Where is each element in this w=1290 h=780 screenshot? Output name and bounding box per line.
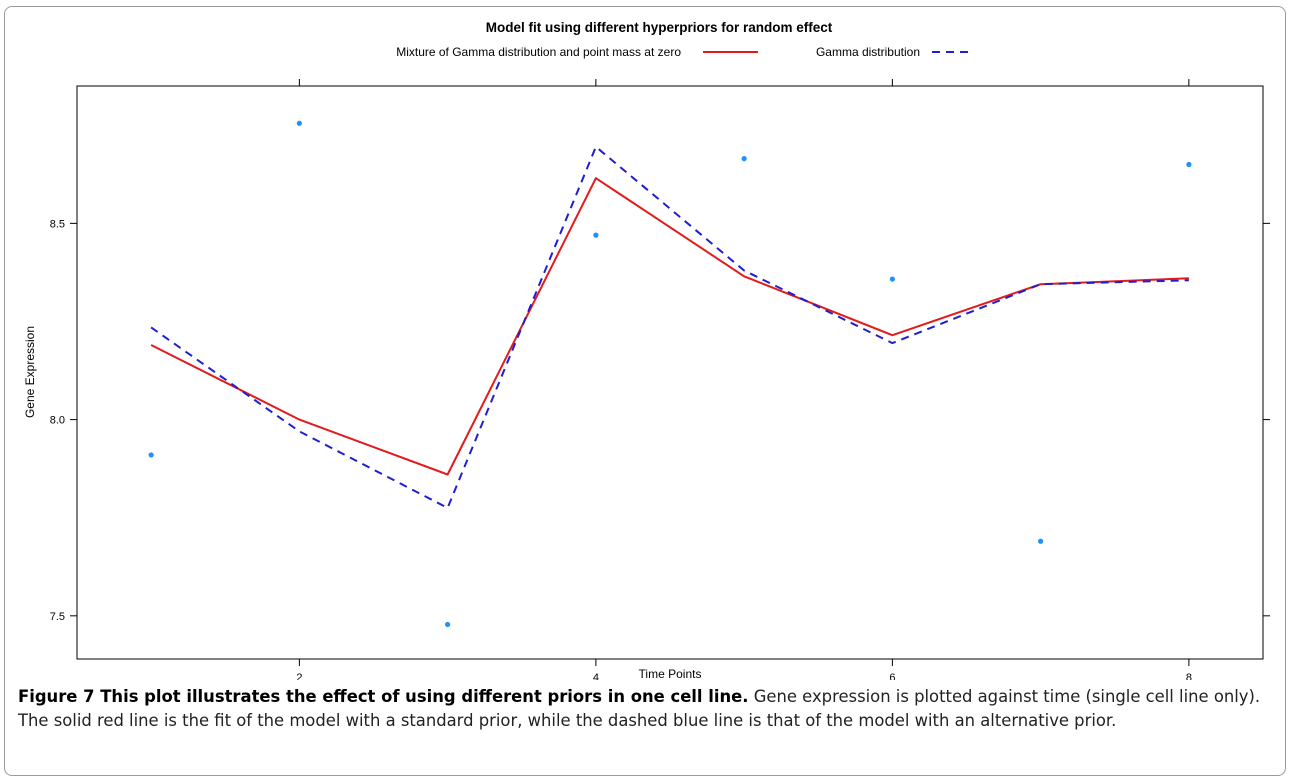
figure-caption: Figure 7 This plot illustrates the effec… bbox=[18, 685, 1280, 733]
chart: Model fit using different hyperpriors fo… bbox=[23, 20, 1270, 680]
series-lines bbox=[150, 145, 1189, 509]
y-tick-label-8: 8.0 bbox=[50, 415, 65, 427]
y-tick-label-8.5: 8.5 bbox=[50, 218, 65, 230]
data-points bbox=[148, 120, 1192, 628]
data-point-2 bbox=[296, 120, 302, 126]
x-tick-label-8: 8 bbox=[1186, 672, 1192, 680]
legend-label-1: Mixture of Gamma distribution and point … bbox=[396, 45, 681, 59]
y-tick-label-7.5: 7.5 bbox=[50, 611, 65, 623]
legend: Mixture of Gamma distribution and point … bbox=[396, 45, 972, 59]
caption-bold-text: This plot illustrates the effect of usin… bbox=[94, 687, 749, 706]
caption-text: Gene expression is plotted against time … bbox=[18, 687, 1261, 730]
plot-area bbox=[76, 85, 1264, 660]
series-line-1 bbox=[150, 177, 1189, 476]
x-axis-label: Time Points bbox=[639, 667, 702, 680]
data-point-6 bbox=[889, 276, 895, 282]
x-tick-label-6: 6 bbox=[889, 672, 895, 680]
figure-frame bbox=[4, 6, 1286, 776]
x-tick-label-4: 4 bbox=[593, 672, 599, 680]
data-point-5 bbox=[741, 156, 747, 162]
data-point-7 bbox=[1038, 538, 1044, 544]
data-point-3 bbox=[445, 621, 451, 628]
data-point-8 bbox=[1186, 161, 1192, 168]
y-axis-label: Gene Expression bbox=[23, 326, 37, 418]
data-point-1 bbox=[148, 452, 154, 458]
axis-ticks: 2 4 6 8 7.5 8.0 8.5 bbox=[50, 79, 1270, 680]
caption-label: Figure 7 bbox=[18, 687, 95, 706]
data-point-4 bbox=[593, 232, 599, 238]
legend-label-2: Gamma distribution bbox=[816, 45, 920, 59]
x-tick-label-2: 2 bbox=[296, 672, 302, 680]
chart-title: Model fit using different hyperpriors fo… bbox=[486, 20, 833, 35]
series-line-2 bbox=[150, 145, 1189, 509]
